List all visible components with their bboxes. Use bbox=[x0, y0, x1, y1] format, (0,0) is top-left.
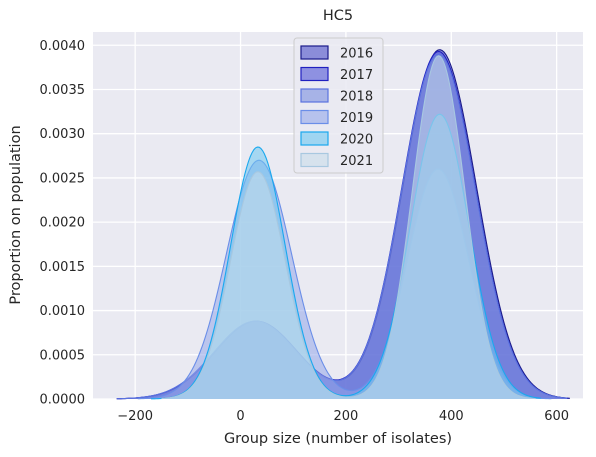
x-tick-label: −200 bbox=[117, 409, 153, 424]
y-tick-label: 0.0025 bbox=[40, 171, 86, 186]
y-tick-label: 0.0010 bbox=[40, 304, 86, 319]
legend-swatch-2016 bbox=[300, 45, 329, 60]
x-tick-labels: −200 0 200 400 600 bbox=[117, 409, 569, 424]
y-tick-label: 0.0000 bbox=[40, 393, 86, 408]
x-tick-label: 400 bbox=[439, 409, 464, 424]
x-tick-label: 0 bbox=[236, 409, 244, 424]
density-line-2021 bbox=[161, 55, 536, 400]
legend-swatch-2019 bbox=[300, 109, 329, 125]
x-axis-label: Group size (number of isolates) bbox=[224, 431, 452, 447]
legend-label-2021: 2021 bbox=[340, 154, 373, 169]
x-tick-label: 600 bbox=[544, 409, 569, 424]
chart-title: HC5 bbox=[323, 8, 353, 24]
legend-label-2016: 2016 bbox=[340, 47, 373, 62]
legend-label-2020: 2020 bbox=[340, 133, 373, 148]
density-line-2020 bbox=[150, 113, 541, 400]
density-areas bbox=[116, 49, 570, 400]
legend-swatch-2018 bbox=[300, 88, 329, 103]
legend: 2016 2017 2018 2019 2020 2021 bbox=[293, 37, 384, 174]
density-area-2021 bbox=[161, 55, 536, 399]
legend-label-2018: 2018 bbox=[340, 90, 373, 105]
y-tick-label: 0.0030 bbox=[40, 127, 86, 142]
y-tick-label: 0.0020 bbox=[40, 216, 86, 231]
y-tick-label: 0.0035 bbox=[40, 83, 86, 98]
y-tick-label: 0.0005 bbox=[40, 348, 86, 363]
legend-swatch-2020 bbox=[300, 131, 329, 146]
legend-label-2019: 2019 bbox=[340, 111, 373, 126]
y-tick-label: 0.0015 bbox=[40, 260, 86, 275]
x-tick-label: 200 bbox=[333, 409, 358, 424]
legend-swatch-2021 bbox=[300, 152, 329, 168]
y-axis-label: Proportion on population bbox=[8, 125, 24, 304]
y-tick-labels: 0.0000 0.0005 0.0010 0.0015 0.0020 0.0025 0.00… bbox=[40, 39, 86, 408]
legend-swatch-2017 bbox=[300, 66, 329, 82]
legend-label-2017: 2017 bbox=[340, 68, 373, 83]
y-tick-label: 0.0040 bbox=[40, 39, 86, 54]
